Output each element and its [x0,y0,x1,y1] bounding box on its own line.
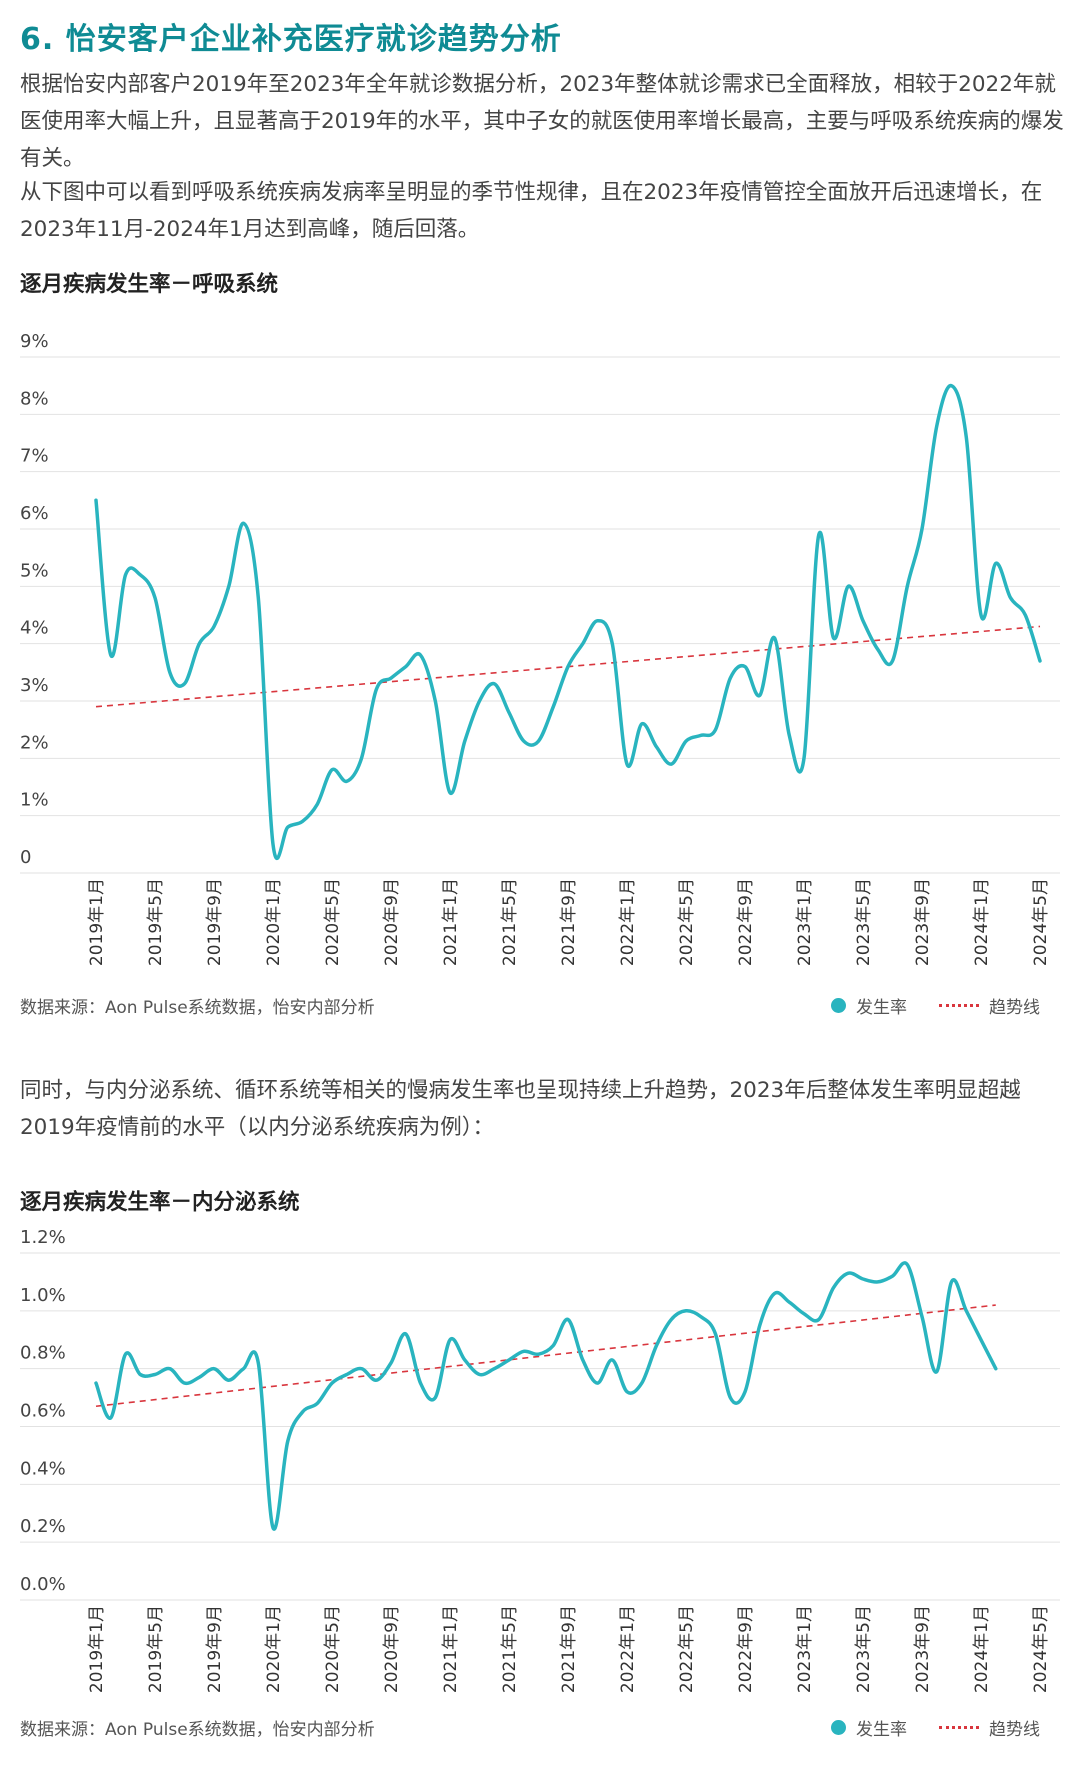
section-title: 6. 怡安客户企业补充医疗就诊趋势分析 [20,22,562,57]
x-tick-label: 2020年9月 [382,878,402,966]
x-tick-label: 2021年9月 [559,1605,579,1693]
x-tick-label: 2020年9月 [382,1605,402,1693]
y-tick-label: 0.4% [20,1458,66,1479]
x-tick-label: 2024年1月 [972,878,992,966]
x-tick-label: 2019年9月 [205,878,225,966]
x-tick-label: 2021年5月 [500,1605,520,1693]
x-tick-label: 2022年1月 [618,878,638,966]
legend-trend-marker [939,1004,979,1007]
y-tick-label: 1.2% [20,1227,66,1248]
y-tick-label: 5% [20,560,49,581]
y-tick-label: 4% [20,618,49,639]
y-tick-label: 6% [20,503,49,524]
x-tick-label: 2021年5月 [500,878,520,966]
y-tick-label: 0.0% [20,1574,66,1595]
series-line [94,383,1042,860]
x-tick-label: 2024年5月 [1031,1605,1051,1693]
chart-source-endocrine: 数据来源：Aon Pulse系统数据，怡安内部分析 [20,1720,375,1740]
x-tick-label: 2020年1月 [264,878,284,966]
x-tick-label: 2019年1月 [87,1605,107,1693]
x-tick-label: 2021年1月 [441,1605,461,1693]
x-tick-label: 2020年5月 [323,878,343,966]
respiratory-paragraph: 从下图中可以看到呼吸系统疾病发病率呈明显的季节性规律，且在2023年疫情管控全面… [20,180,1043,242]
x-tick-label: 2023年9月 [913,878,933,966]
legend-endocrine: 发生率 趋势线 [831,1715,1040,1740]
legend-trend-marker [939,1726,979,1729]
legend-series-label: 发生率 [856,998,907,1018]
legend-series-marker [831,1720,846,1735]
y-tick-label: 0.2% [20,1516,66,1537]
x-tick-label: 2022年1月 [618,1605,638,1693]
x-tick-label: 2019年5月 [146,1605,166,1693]
endocrine-paragraph: 同时，与内分泌系统、循环系统等相关的慢病发生率也呈现持续上升趋势，2023年后整… [20,1078,1021,1140]
x-tick-label: 2020年5月 [323,1605,343,1693]
y-tick-label: 2% [20,732,49,753]
chart-title-endocrine: 逐月疾病发生率－内分泌系统 [20,1190,300,1215]
intro-paragraph: 根据怡安内部客户2019年至2023年全年就诊数据分析，2023年整体就诊需求已… [20,72,1064,171]
y-tick-label: 0 [20,847,31,868]
x-tick-label: 2023年9月 [913,1605,933,1693]
x-tick-label: 2021年1月 [441,878,461,966]
chart-respiratory: 0 1% 2% 3% 4% 5% 6% 7% 8% 9% 2019年1月 2019年5月 2019年9月… [20,331,1060,966]
chart-title-respiratory: 逐月疾病发生率－呼吸系统 [20,272,279,297]
y-tick-label: 0.8% [20,1343,66,1364]
x-tick-label: 2019年5月 [146,878,166,966]
legend-series-marker [831,998,846,1013]
x-tick-label: 2022年5月 [677,1605,697,1693]
chart-endocrine: 0.0% 0.2% 0.4% 0.6% 0.8% 1.0% 1.2% 2019年1月 2019年… [20,1227,1060,1693]
legend-trend-label: 趋势线 [989,998,1040,1018]
chart-source-respiratory: 数据来源：Aon Pulse系统数据，怡安内部分析 [20,998,375,1018]
x-tick-label: 2024年1月 [972,1605,992,1693]
x-tick-label: 2024年5月 [1031,878,1051,966]
x-tick-label: 2023年1月 [795,878,815,966]
y-tick-label: 8% [20,388,49,409]
legend-trend-label: 趋势线 [989,1720,1040,1740]
series-line [94,1261,998,1531]
y-tick-label: 0.6% [20,1401,66,1422]
legend-respiratory: 发生率 趋势线 [831,993,1040,1018]
y-tick-label: 7% [20,446,49,467]
x-tick-label: 2023年5月 [854,1605,874,1693]
x-tick-label: 2020年1月 [264,1605,284,1693]
y-tick-label: 3% [20,675,49,696]
x-tick-label: 2022年9月 [736,878,756,966]
x-tick-label: 2023年5月 [854,878,874,966]
x-tick-label: 2019年1月 [87,878,107,966]
x-tick-label: 2022年9月 [736,1605,756,1693]
x-tick-label: 2023年1月 [795,1605,815,1693]
legend-series-label: 发生率 [856,1720,907,1740]
x-tick-label: 2021年9月 [559,878,579,966]
x-tick-label: 2022年5月 [677,878,697,966]
y-tick-label: 1.0% [20,1285,66,1306]
y-tick-label: 1% [20,790,49,811]
y-tick-label: 9% [20,331,49,352]
x-tick-label: 2019年9月 [205,1605,225,1693]
trend-line [95,1304,996,1408]
